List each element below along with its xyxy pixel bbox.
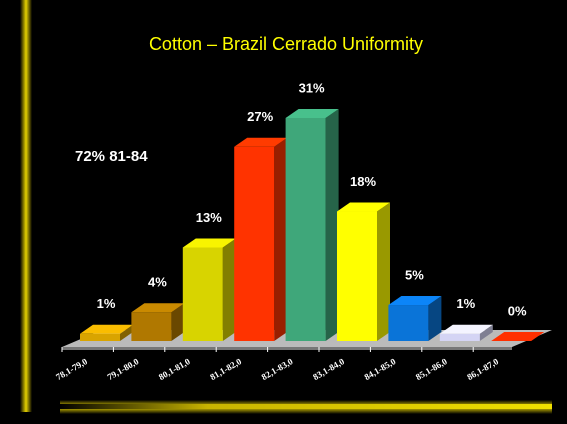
bar-side: [222, 238, 236, 341]
bar-side: [479, 324, 493, 341]
bar-side: [171, 303, 185, 341]
bar: [285, 118, 326, 341]
bar-top: [439, 324, 493, 334]
annotation: 72% 81-84: [75, 148, 148, 165]
bar-top: [234, 137, 288, 147]
value-label: 1%: [456, 296, 475, 311]
bar-top: [491, 332, 545, 341]
floor-edge: [62, 347, 512, 350]
bar: [234, 146, 275, 341]
value-label: 13%: [196, 210, 222, 225]
bar-top: [388, 296, 442, 306]
value-label: 31%: [299, 80, 325, 95]
bar-top: [285, 109, 339, 118]
value-label: 0%: [508, 303, 527, 318]
bar-side: [325, 109, 339, 341]
value-label: 4%: [148, 275, 167, 290]
bar-side: [274, 137, 288, 341]
bar: [388, 305, 429, 341]
bar: [182, 247, 223, 341]
decor-bar: [60, 404, 552, 409]
decor-bar: [20, 0, 32, 412]
value-label: 18%: [350, 174, 376, 189]
bar-top: [80, 324, 133, 334]
bar: [80, 333, 120, 341]
bar-top: [337, 202, 390, 212]
bar: [131, 312, 172, 341]
bar-side: [120, 324, 133, 341]
value-label: 27%: [247, 109, 273, 124]
value-label: 5%: [405, 267, 424, 282]
bar-top: [182, 238, 236, 248]
chart-title: Cotton – Brazil Cerrado Uniformity: [149, 34, 423, 54]
value-label: 1%: [97, 296, 116, 311]
bar-side: [428, 296, 442, 341]
bar-side: [377, 202, 390, 341]
bar-top: [131, 303, 185, 313]
bar: [439, 333, 480, 341]
bar: [337, 211, 377, 341]
